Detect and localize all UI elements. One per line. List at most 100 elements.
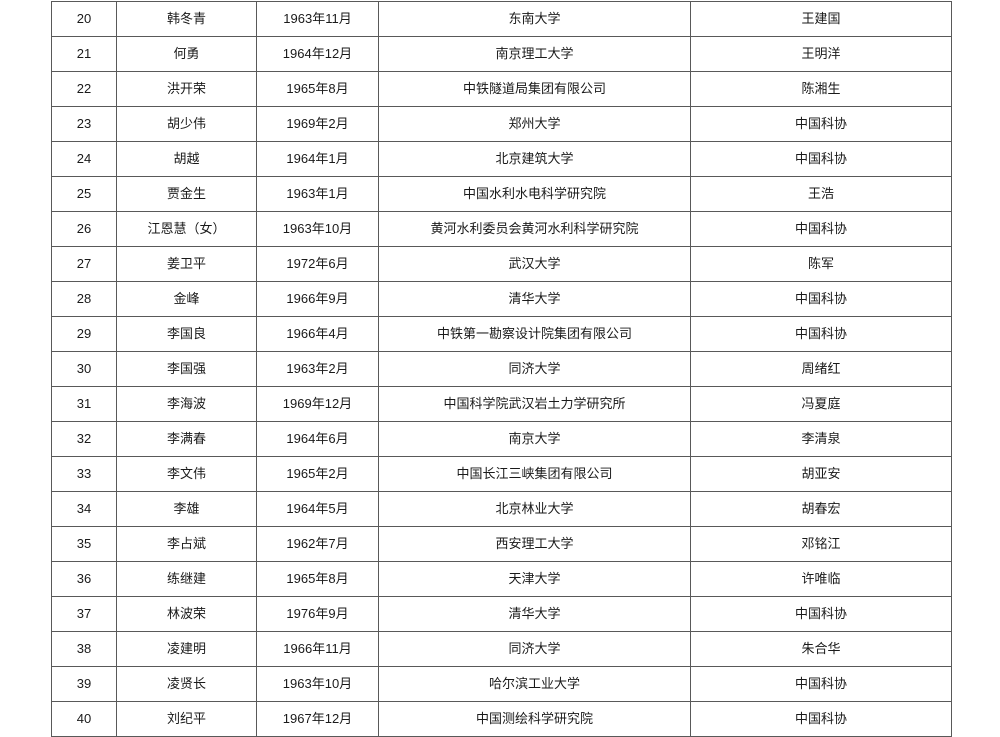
cell-index: 30 — [51, 351, 117, 387]
cell-organization: 哈尔滨工业大学 — [378, 666, 691, 702]
cell-name: 韩冬青 — [116, 1, 257, 37]
cell-nominator: 李清泉 — [690, 421, 952, 457]
cell-index: 40 — [51, 701, 117, 737]
cell-birth: 1966年4月 — [256, 316, 379, 352]
cell-birth: 1966年9月 — [256, 281, 379, 317]
cell-name: 林波荣 — [116, 596, 257, 632]
cell-name: 刘纪平 — [116, 701, 257, 737]
cell-nominator: 朱合华 — [690, 631, 952, 667]
cell-index: 24 — [51, 141, 117, 177]
cell-birth: 1962年7月 — [256, 526, 379, 562]
cell-index: 28 — [51, 281, 117, 317]
cell-birth: 1964年1月 — [256, 141, 379, 177]
cell-birth: 1964年6月 — [256, 421, 379, 457]
table-container: 20 韩冬青 1963年11月 东南大学 王建国 21 何勇 1964年12月 南京理工大学 王明… — [51, 1, 952, 737]
table-row: 29 李国良 1966年4月 中铁第一勘察设计院集团有限公司 中国科协 — [51, 316, 952, 352]
cell-organization: 同济大学 — [378, 631, 691, 667]
cell-nominator: 许唯临 — [690, 561, 952, 597]
cell-birth: 1967年12月 — [256, 701, 379, 737]
cell-name: 练继建 — [116, 561, 257, 597]
cell-birth: 1963年11月 — [256, 1, 379, 37]
cell-organization: 郑州大学 — [378, 106, 691, 142]
cell-index: 27 — [51, 246, 117, 282]
cell-index: 29 — [51, 316, 117, 352]
table-row: 21 何勇 1964年12月 南京理工大学 王明洋 — [51, 36, 952, 72]
cell-organization: 北京林业大学 — [378, 491, 691, 527]
cell-name: 金峰 — [116, 281, 257, 317]
table-row: 34 李雄 1964年5月 北京林业大学 胡春宏 — [51, 491, 952, 527]
cell-organization: 中国测绘科学研究院 — [378, 701, 691, 737]
table-body: 20 韩冬青 1963年11月 东南大学 王建国 21 何勇 1964年12月 南京理工大学 王明… — [51, 1, 952, 737]
cell-birth: 1966年11月 — [256, 631, 379, 667]
cell-name: 凌贤长 — [116, 666, 257, 702]
cell-name: 凌建明 — [116, 631, 257, 667]
cell-name: 贾金生 — [116, 176, 257, 212]
cell-index: 35 — [51, 526, 117, 562]
cell-organization: 南京理工大学 — [378, 36, 691, 72]
cell-organization: 中铁第一勘察设计院集团有限公司 — [378, 316, 691, 352]
cell-organization: 清华大学 — [378, 596, 691, 632]
cell-index: 26 — [51, 211, 117, 247]
cell-index: 37 — [51, 596, 117, 632]
cell-organization: 天津大学 — [378, 561, 691, 597]
cell-nominator: 周绪红 — [690, 351, 952, 387]
cell-birth: 1963年1月 — [256, 176, 379, 212]
cell-name: 江恩慧（女） — [116, 211, 257, 247]
table-row: 39 凌贤长 1963年10月 哈尔滨工业大学 中国科协 — [51, 666, 952, 702]
cell-birth: 1972年6月 — [256, 246, 379, 282]
table-row: 30 李国强 1963年2月 同济大学 周绪红 — [51, 351, 952, 387]
table-row: 24 胡越 1964年1月 北京建筑大学 中国科协 — [51, 141, 952, 177]
candidate-list-table: 20 韩冬青 1963年11月 东南大学 王建国 21 何勇 1964年12月 南京理工大学 王明… — [51, 1, 952, 737]
table-row: 36 练继建 1965年8月 天津大学 许唯临 — [51, 561, 952, 597]
cell-birth: 1969年12月 — [256, 386, 379, 422]
table-row: 27 姜卫平 1972年6月 武汉大学 陈军 — [51, 246, 952, 282]
cell-birth: 1963年10月 — [256, 211, 379, 247]
cell-index: 22 — [51, 71, 117, 107]
cell-birth: 1969年2月 — [256, 106, 379, 142]
table-row: 40 刘纪平 1967年12月 中国测绘科学研究院 中国科协 — [51, 701, 952, 737]
cell-organization: 黄河水利委员会黄河水利科学研究院 — [378, 211, 691, 247]
cell-name: 李占斌 — [116, 526, 257, 562]
cell-index: 31 — [51, 386, 117, 422]
cell-organization: 武汉大学 — [378, 246, 691, 282]
cell-organization: 同济大学 — [378, 351, 691, 387]
cell-name: 胡越 — [116, 141, 257, 177]
table-row: 25 贾金生 1963年1月 中国水利水电科学研究院 王浩 — [51, 176, 952, 212]
cell-name: 洪开荣 — [116, 71, 257, 107]
table-row: 35 李占斌 1962年7月 西安理工大学 邓铭江 — [51, 526, 952, 562]
cell-organization: 中国水利水电科学研究院 — [378, 176, 691, 212]
cell-nominator: 中国科协 — [690, 281, 952, 317]
cell-index: 23 — [51, 106, 117, 142]
cell-index: 34 — [51, 491, 117, 527]
cell-organization: 中国长江三峡集团有限公司 — [378, 456, 691, 492]
cell-organization: 清华大学 — [378, 281, 691, 317]
cell-name: 姜卫平 — [116, 246, 257, 282]
cell-birth: 1965年8月 — [256, 561, 379, 597]
cell-name: 何勇 — [116, 36, 257, 72]
cell-nominator: 胡亚安 — [690, 456, 952, 492]
cell-organization: 西安理工大学 — [378, 526, 691, 562]
cell-name: 李满春 — [116, 421, 257, 457]
cell-nominator: 陈湘生 — [690, 71, 952, 107]
cell-organization: 东南大学 — [378, 1, 691, 37]
cell-organization: 中铁隧道局集团有限公司 — [378, 71, 691, 107]
cell-birth: 1965年8月 — [256, 71, 379, 107]
cell-name: 李国强 — [116, 351, 257, 387]
cell-nominator: 胡春宏 — [690, 491, 952, 527]
table-row: 26 江恩慧（女） 1963年10月 黄河水利委员会黄河水利科学研究院 中国科协 — [51, 211, 952, 247]
cell-index: 25 — [51, 176, 117, 212]
cell-nominator: 中国科协 — [690, 106, 952, 142]
cell-name: 胡少伟 — [116, 106, 257, 142]
cell-name: 李国良 — [116, 316, 257, 352]
table-row: 22 洪开荣 1965年8月 中铁隧道局集团有限公司 陈湘生 — [51, 71, 952, 107]
cell-name: 李雄 — [116, 491, 257, 527]
cell-name: 李海波 — [116, 386, 257, 422]
cell-birth: 1964年5月 — [256, 491, 379, 527]
cell-birth: 1963年2月 — [256, 351, 379, 387]
cell-nominator: 陈军 — [690, 246, 952, 282]
table-row: 38 凌建明 1966年11月 同济大学 朱合华 — [51, 631, 952, 667]
cell-birth: 1963年10月 — [256, 666, 379, 702]
cell-nominator: 中国科协 — [690, 666, 952, 702]
cell-nominator: 中国科协 — [690, 701, 952, 737]
table-row: 37 林波荣 1976年9月 清华大学 中国科协 — [51, 596, 952, 632]
